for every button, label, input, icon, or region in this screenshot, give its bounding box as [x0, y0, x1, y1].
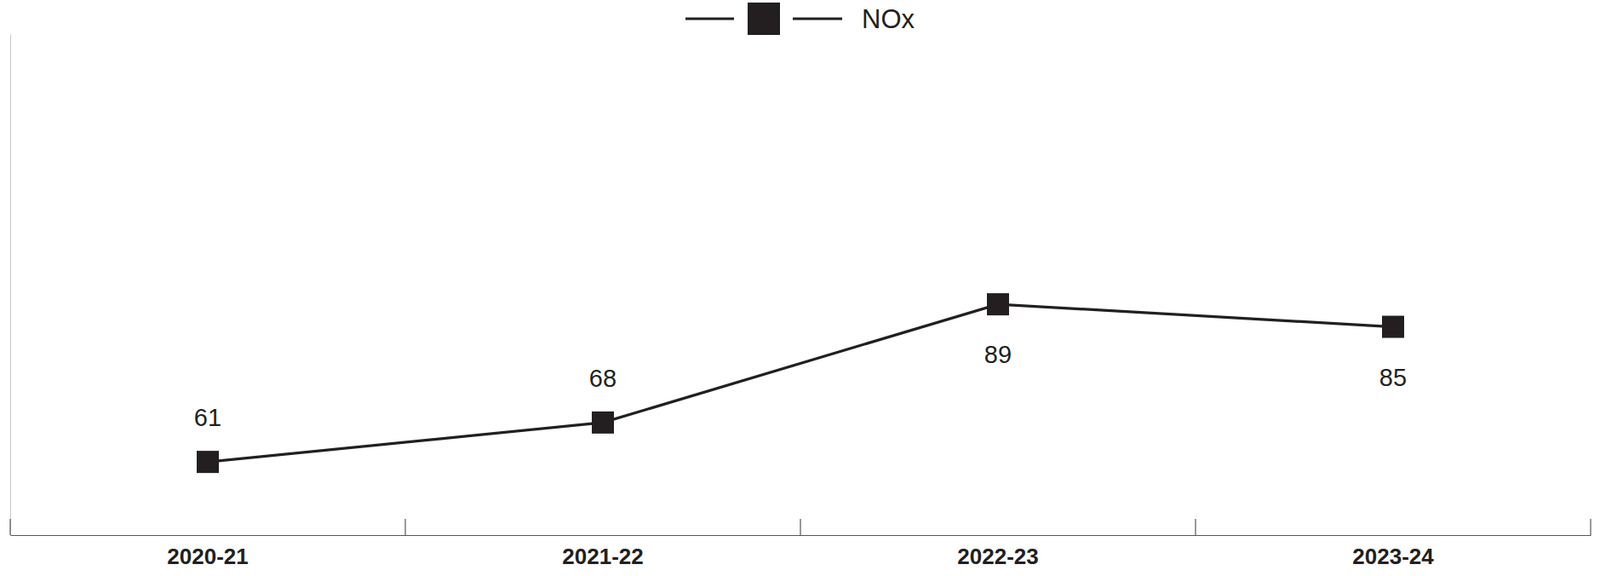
marker — [591, 411, 614, 434]
x-separator — [799, 518, 801, 535]
chart-container: 2020-21 2021-22 2022-23 2023-24 61 68 89 85 NOx — [0, 0, 1600, 576]
plot-area — [196, 292, 1405, 473]
x-separator — [9, 518, 11, 535]
legend-line — [685, 17, 735, 20]
x-tick: 2021-22 — [562, 534, 643, 569]
x-axis-line — [11, 534, 1592, 536]
y-axis — [10, 34, 12, 536]
series-line — [207, 303, 1394, 462]
x-tick-label: 2022-23 — [957, 543, 1038, 569]
x-tick-label: 2021-22 — [562, 543, 643, 569]
x-separator — [404, 518, 406, 535]
x-tick: 2022-23 — [957, 534, 1038, 569]
legend-label: NOx — [861, 4, 916, 35]
marker — [1382, 315, 1405, 339]
legend-line — [792, 17, 843, 20]
x-tick: 2020-21 — [166, 534, 248, 569]
data-label: 61 — [194, 403, 222, 431]
legend-marker — [747, 2, 780, 35]
x-tick-label: 2020-21 — [166, 543, 248, 569]
y-axis-line — [10, 34, 12, 536]
x-tick: 2023-24 — [1352, 534, 1434, 569]
marker — [196, 450, 219, 473]
x-separators — [10, 518, 1591, 535]
x-separator — [1589, 518, 1591, 535]
data-label: 68 — [589, 364, 617, 392]
marker — [986, 292, 1010, 316]
data-label: 89 — [984, 340, 1012, 368]
legend: NOx — [685, 2, 916, 35]
chart-svg: 2020-21 2021-22 2022-23 2023-24 61 68 89 85 NOx — [0, 0, 1600, 576]
x-axis: 2020-21 2021-22 2022-23 2023-24 — [11, 534, 1592, 569]
data-labels: 61 68 89 85 — [194, 340, 1407, 431]
data-label: 85 — [1379, 363, 1407, 391]
legend-item: NOx — [685, 2, 916, 35]
x-tick-label: 2023-24 — [1352, 543, 1434, 569]
x-separator — [1194, 518, 1196, 535]
